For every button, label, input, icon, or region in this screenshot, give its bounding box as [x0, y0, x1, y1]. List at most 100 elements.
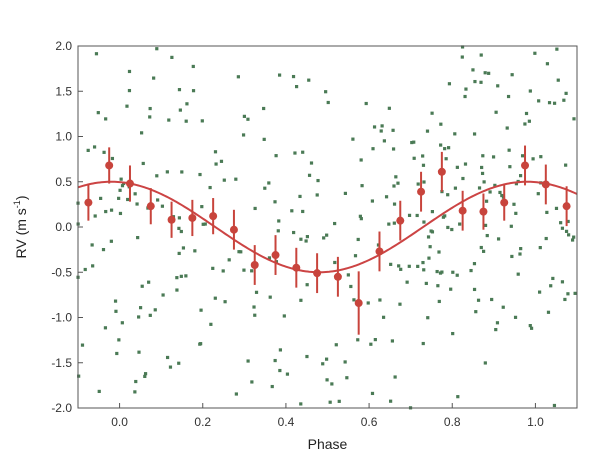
raw-point: [337, 399, 341, 403]
plot-frame: [77, 45, 578, 409]
raw-point: [321, 362, 325, 366]
raw-point: [330, 382, 334, 386]
raw-point: [301, 150, 305, 154]
raw-point: [412, 156, 416, 160]
raw-point: [484, 199, 489, 203]
raw-point: [276, 229, 280, 233]
raw-point: [494, 327, 498, 332]
raw-point: [177, 88, 182, 92]
raw-point: [170, 55, 174, 60]
raw-point: [539, 155, 543, 159]
raw-point: [510, 254, 514, 259]
raw-point: [343, 191, 348, 195]
raw-point: [267, 256, 272, 260]
raw-point: [473, 79, 477, 84]
raw-point: [426, 316, 430, 320]
binned-point: [333, 272, 342, 281]
raw-point: [463, 94, 467, 99]
raw-point: [509, 224, 513, 228]
raw-point: [118, 211, 123, 216]
raw-point: [421, 260, 425, 265]
raw-point: [421, 154, 425, 158]
raw-point: [278, 368, 282, 373]
x-tick-label: 1.0: [527, 415, 544, 429]
raw-point: [485, 233, 489, 238]
raw-point: [184, 274, 188, 278]
raw-point: [324, 90, 328, 94]
raw-point: [134, 379, 138, 384]
x-axis-title: Phase: [308, 436, 348, 452]
binned-point: [209, 212, 218, 221]
raw-point: [135, 202, 139, 206]
raw-point: [115, 351, 119, 356]
raw-point: [147, 280, 151, 284]
raw-point: [175, 288, 179, 292]
raw-point: [389, 262, 393, 266]
raw-point: [324, 357, 329, 361]
raw-point: [528, 89, 532, 93]
binned-point: [479, 207, 488, 216]
raw-point: [366, 301, 370, 305]
raw-point: [198, 172, 202, 177]
raw-point: [139, 131, 144, 135]
raw-point: [546, 310, 551, 314]
raw-point: [371, 147, 375, 151]
raw-point: [496, 237, 501, 241]
raw-point: [437, 250, 441, 254]
raw-point: [444, 157, 448, 161]
raw-point: [477, 186, 482, 190]
raw-point: [520, 154, 525, 158]
raw-point: [570, 238, 575, 242]
raw-point: [262, 137, 266, 141]
raw-point: [487, 71, 491, 75]
raw-point: [564, 163, 568, 167]
raw-point: [446, 225, 450, 230]
raw-point: [351, 137, 355, 141]
raw-point: [372, 125, 377, 129]
raw-point: [136, 235, 140, 240]
binned-point: [146, 202, 155, 211]
raw-point: [91, 264, 95, 268]
y-tick-label: -0.5: [51, 265, 72, 279]
raw-point: [421, 163, 426, 167]
raw-point: [305, 354, 309, 359]
raw-point: [435, 269, 439, 274]
raw-point: [507, 148, 511, 152]
raw-point: [493, 183, 497, 187]
raw-point: [566, 292, 570, 296]
raw-point: [143, 372, 148, 376]
binned-points-layer: [84, 145, 571, 335]
raw-point: [552, 403, 557, 408]
raw-point: [237, 250, 241, 254]
raw-point: [451, 331, 455, 336]
raw-point: [246, 117, 250, 121]
raw-point: [203, 222, 207, 226]
raw-point: [140, 284, 144, 288]
raw-point: [378, 298, 382, 302]
raw-point: [572, 117, 576, 121]
raw-point: [387, 222, 391, 226]
raw-point: [494, 110, 498, 114]
raw-point: [273, 358, 277, 363]
raw-point: [263, 186, 267, 190]
raw-point: [359, 158, 363, 162]
raw-point: [453, 132, 457, 136]
raw-point: [179, 274, 183, 278]
raw-point: [523, 122, 527, 126]
raw-point: [133, 390, 137, 394]
raw-point: [480, 165, 484, 170]
raw-point: [490, 297, 494, 302]
raw-point: [345, 376, 349, 380]
binned-point: [125, 179, 134, 188]
raw-point: [551, 276, 555, 281]
raw-point: [410, 140, 414, 145]
raw-point: [364, 101, 368, 106]
raw-point: [214, 162, 218, 166]
raw-point: [110, 156, 115, 161]
raw-point: [175, 276, 179, 280]
raw-point: [474, 310, 478, 314]
raw-point: [412, 140, 416, 144]
raw-point: [94, 52, 99, 56]
raw-point: [120, 321, 124, 325]
